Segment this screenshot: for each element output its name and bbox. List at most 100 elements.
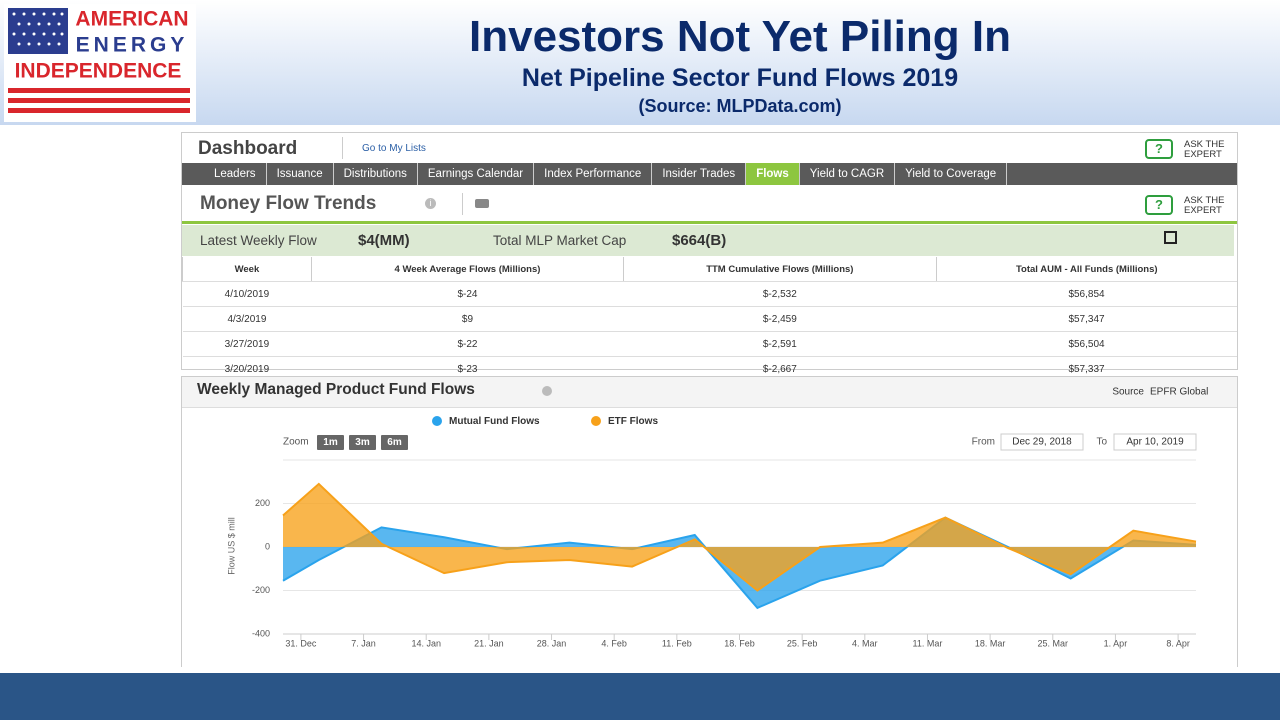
y-tick-label: 200 [255,498,270,508]
nav-item[interactable]: Flows [746,163,800,185]
x-tick-label: 21. Jan [474,638,504,648]
dashboard: Dashboard Go to My Lists ? ASK THE EXPERT… [181,132,1238,382]
print-icon[interactable] [475,199,489,208]
from-value: Dec 29, 2018 [1012,437,1072,448]
chart-title: Weekly Managed Product Fund Flows [197,381,475,398]
zoom-button[interactable] [349,435,376,450]
subtitle: Net Pipeline Sector Fund Flows 2019 [521,64,959,92]
logo-line: INDEPENDENCE [15,60,182,83]
nav-bar: Leaders Issuance Distributions Earnings Cal… [182,163,1237,185]
from-input[interactable] [1000,433,1084,451]
x-tick-label: 28. Jan [537,638,567,648]
x-tick-label: 8. Apr [1166,638,1190,648]
to-value: Apr 10, 2019 [1126,437,1184,448]
y-tick-label: -400 [252,628,270,638]
summary-label: Total MLP Market Cap [493,233,627,248]
column-header: Total AUM - All Funds (Millions) [935,257,1237,282]
logo: AMERICAN ENERGY INDEPENDENCE [4,4,196,122]
footer-band [0,673,1280,720]
table-cell: $57,347 [936,306,1237,332]
ask-line: ASK THE [1184,195,1225,206]
x-tick-label: 25. Mar [1038,638,1069,648]
header: Investors Not Yet Piling In Net Pipeline… [0,0,1280,125]
table-row: 4/3/2019 $9 $-2,459 $57,347 [182,306,1237,332]
zoom-button[interactable] [317,435,344,450]
legend-label: ETF Flows [608,416,658,427]
nav-item[interactable]: Issuance [267,163,334,185]
area [283,483,1196,591]
y-axis-label: Flow US $ mill [226,517,236,575]
from-label: From [972,437,995,448]
nav-item[interactable]: Earnings Calendar [418,163,535,185]
table-cell: $-24 [311,281,624,307]
legend-swatch [432,416,442,426]
table-cell: $-22 [311,331,624,357]
ask-line: ASK THE [1184,139,1225,150]
section-title: Money Flow Trends [200,193,377,214]
zoom-button[interactable] [381,435,408,450]
x-tick-label: 18. Feb [724,638,755,648]
column-header: Week [182,257,312,282]
x-tick-label: 25. Feb [787,638,818,648]
nav-item[interactable]: Insider Trades [652,163,747,185]
x-tick-label: 7. Jan [351,638,376,648]
zoom-text: 3m [355,437,370,448]
source: (Source: MLPData.com) [638,96,842,116]
logo-line: ENERGY [76,34,189,57]
zoom-label: Zoom [283,437,309,448]
nav-item[interactable]: Index Performance [534,163,653,185]
area-line [282,516,1197,610]
summary-value: $4(MM) [358,232,410,249]
to-label: To [1096,437,1107,448]
source-value: EPFR Global [1150,387,1208,398]
lists-link[interactable]: Go to My Lists [362,143,426,154]
summary-label: Latest Weekly Flow [200,233,317,248]
area-line [282,482,1197,592]
x-tick-label: 31. Dec [285,638,317,648]
x-tick-label: 4. Mar [852,638,878,648]
table-cell: $9 [311,306,624,332]
nav-item[interactable]: Yield to CAGR [800,163,896,185]
zoom-text: 1m [323,437,338,448]
dashboard-title: Dashboard [198,138,298,159]
export-icon[interactable] [1164,231,1177,244]
source-label: Source [1112,387,1144,398]
table-cell: 3/27/2019 [182,331,312,357]
legend-swatch [591,416,601,426]
to-input[interactable] [1113,433,1197,451]
ask-expert[interactable]: ASK THE EXPERT [1184,140,1224,159]
ask-icon: ? [1145,195,1173,215]
legend-label: Mutual Fund Flows [449,416,540,427]
ask-line: EXPERT [1184,204,1222,216]
table-cell: 4/10/2019 [182,281,312,307]
table-cell: 4/3/2019 [182,306,312,332]
nav-item[interactable]: Yield to Coverage [895,163,1008,185]
logo-line: AMERICAN [75,8,188,31]
x-tick-label: 18. Mar [975,638,1006,648]
title: Investors Not Yet Piling In [469,12,1011,61]
table-cell: $-2,591 [623,331,937,357]
ask-line: EXPERT [1184,148,1222,160]
x-tick-label: 11. Feb [662,638,692,648]
table-cell: $-2,459 [623,306,937,332]
ask-expert[interactable]: ASK THE EXPERT [1184,196,1224,215]
x-tick-label: 1. Apr [1104,638,1128,648]
table-row: 4/10/2019 $-24 $-2,532 $56,854 [182,281,1237,307]
column-header: 4 Week Average Flows (Millions) [310,257,624,282]
summary-bar: Latest Weekly Flow $4(MM) Total MLP Mark… [182,225,1234,256]
table-cell: $56,504 [936,331,1237,357]
table-cell: $-2,532 [623,281,937,307]
y-tick-label: -200 [252,585,270,595]
flows-table: Week 4 Week Average Flows (Millions) TTM C… [182,257,1237,382]
x-tick-label: 14. Jan [411,638,441,648]
nav-item[interactable]: Distributions [334,163,418,185]
table-cell: $56,854 [936,281,1237,307]
chart: Weekly Managed Product Fund Flows Source… [197,381,1208,648]
summary-value: $664(B) [672,232,727,249]
nav-item[interactable]: Leaders [204,163,267,185]
table-row: 3/27/2019 $-22 $-2,591 $56,504 [182,331,1237,357]
zoom-text: 6m [387,437,402,448]
ask-icon: ? [1145,139,1173,159]
column-header: TTM Cumulative Flows (Millions) [623,257,937,282]
